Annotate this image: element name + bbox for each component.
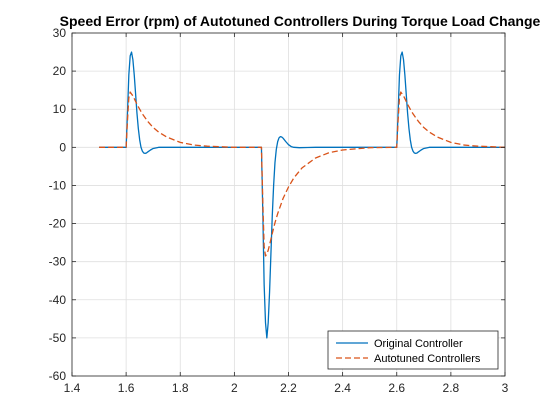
x-tick-label: 3 xyxy=(502,381,509,395)
y-tick-label: -40 xyxy=(49,293,67,307)
series-line-original xyxy=(99,51,505,339)
y-tick-label: -20 xyxy=(49,217,67,231)
x-tick-label: 1.4 xyxy=(64,381,81,395)
y-tick-label: 30 xyxy=(53,26,67,40)
legend-label-original: Original Controller xyxy=(374,338,463,350)
x-tick-label: 1.8 xyxy=(172,381,189,395)
y-tick-label: 10 xyxy=(53,102,67,116)
series-layer xyxy=(99,51,506,339)
tick-labels: 1.4 1.6 1.8 2 2.2 2.4 2.6 2.8 3 -60 -50 -40 -30 -20 -1… xyxy=(49,26,509,395)
x-tick-label: 2.6 xyxy=(388,381,405,395)
x-tick-label: 1.6 xyxy=(118,381,135,395)
series-line-autotuned xyxy=(99,91,506,257)
y-tick-label: -30 xyxy=(49,255,67,269)
y-tick-label: -10 xyxy=(49,178,67,192)
legend-label-autotuned: Autotuned Controllers xyxy=(374,353,481,365)
y-tick-label: 0 xyxy=(59,140,66,154)
legend: Original Controller Autotuned Controller… xyxy=(327,330,499,370)
y-tick-label: 20 xyxy=(53,64,67,78)
x-tick-label: 2.8 xyxy=(443,381,460,395)
x-tick-label: 2 xyxy=(231,381,238,395)
x-tick-label: 2.4 xyxy=(334,381,351,395)
chart-title: Speed Error (rpm) of Autotuned Controlle… xyxy=(60,13,541,29)
y-tick-label: -50 xyxy=(49,331,67,345)
legend-box xyxy=(327,330,499,370)
y-tick-label: -60 xyxy=(49,369,67,383)
ticks xyxy=(71,32,506,377)
x-tick-label: 2.2 xyxy=(280,381,297,395)
